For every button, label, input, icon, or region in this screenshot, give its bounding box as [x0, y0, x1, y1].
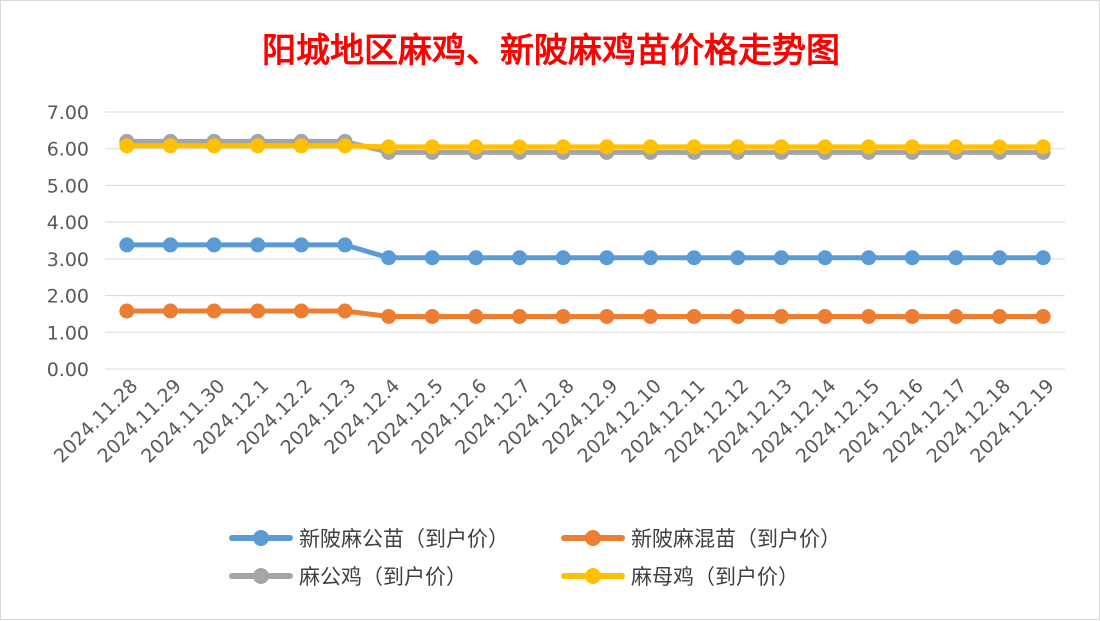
series-line-3: [124, 143, 1046, 150]
data-point: [206, 303, 222, 319]
data-point: [293, 303, 309, 319]
legend-label: 麻公鸡（到户价）: [299, 565, 467, 589]
legend-label: 新陂麻混苗（到户价）: [631, 527, 841, 551]
data-point: [992, 139, 1008, 155]
data-point: [381, 139, 397, 155]
series-line-0: [124, 242, 1046, 261]
data-point: [119, 303, 135, 319]
data-point: [468, 250, 484, 266]
legend-label: 麻母鸡（到户价）: [631, 565, 799, 589]
data-point: [250, 237, 266, 253]
data-point: [1035, 139, 1051, 155]
data-point: [337, 303, 353, 319]
data-point: [250, 138, 266, 154]
y-tick-label: 1.00: [47, 322, 89, 344]
data-point: [468, 308, 484, 324]
data-point: [992, 308, 1008, 324]
data-point: [861, 250, 877, 266]
data-point: [730, 139, 746, 155]
data-point: [424, 308, 440, 324]
data-point: [293, 138, 309, 154]
legend-item: 新陂麻公苗（到户价）: [229, 521, 509, 555]
data-point: [119, 237, 135, 253]
data-point: [992, 250, 1008, 266]
data-point: [512, 139, 528, 155]
data-point: [773, 308, 789, 324]
data-point: [686, 308, 702, 324]
y-tick-label: 5.00: [47, 175, 89, 197]
data-point: [817, 308, 833, 324]
data-point: [730, 250, 746, 266]
data-point: [599, 308, 615, 324]
data-point: [599, 250, 615, 266]
series-line-1: [124, 308, 1046, 319]
legend-marker: [561, 530, 625, 546]
data-point: [642, 308, 658, 324]
data-point: [162, 138, 178, 154]
data-point: [512, 250, 528, 266]
data-point: [424, 250, 440, 266]
data-point: [1035, 250, 1051, 266]
y-tick-label: 0.00: [47, 359, 89, 381]
data-point: [773, 139, 789, 155]
data-point: [948, 308, 964, 324]
data-point: [861, 308, 877, 324]
data-point: [773, 250, 789, 266]
data-point: [904, 250, 920, 266]
data-point: [206, 237, 222, 253]
legend: 新陂麻公苗（到户价） 新陂麻混苗（到户价） 麻公鸡（到户价） 麻母鸡（到户价）: [1, 519, 1100, 599]
data-point: [381, 308, 397, 324]
data-point: [119, 138, 135, 154]
legend-label: 新陂麻公苗（到户价）: [299, 527, 509, 551]
y-tick-label: 4.00: [47, 212, 89, 234]
legend-item: 麻母鸡（到户价）: [561, 559, 799, 593]
y-tick-label: 2.00: [47, 286, 89, 308]
data-point: [642, 250, 658, 266]
data-point: [861, 139, 877, 155]
data-point: [162, 303, 178, 319]
data-point: [904, 139, 920, 155]
data-point: [686, 250, 702, 266]
data-point: [424, 139, 440, 155]
data-point: [904, 308, 920, 324]
legend-item: 新陂麻混苗（到户价）: [561, 521, 841, 555]
series-line-2: [124, 138, 1046, 155]
data-point: [337, 138, 353, 154]
data-point: [555, 250, 571, 266]
data-point: [686, 139, 702, 155]
data-point: [162, 237, 178, 253]
chart-title: 阳城地区麻鸡、新陂麻鸡苗价格走势图: [262, 31, 840, 71]
data-point: [948, 139, 964, 155]
y-tick-label: 7.00: [47, 102, 89, 124]
data-point: [512, 308, 528, 324]
data-point: [468, 139, 484, 155]
data-point: [555, 139, 571, 155]
data-point: [599, 139, 615, 155]
data-point: [250, 303, 266, 319]
data-point: [337, 237, 353, 253]
data-point: [1035, 308, 1051, 324]
data-point: [381, 250, 397, 266]
legend-marker: [229, 530, 293, 546]
data-point: [948, 250, 964, 266]
data-point: [555, 308, 571, 324]
data-point: [206, 138, 222, 154]
legend-marker: [561, 568, 625, 584]
y-tick-label: 3.00: [47, 249, 89, 271]
data-point: [817, 250, 833, 266]
y-tick-label: 6.00: [47, 139, 89, 161]
data-point: [293, 237, 309, 253]
legend-item: 麻公鸡（到户价）: [229, 559, 467, 593]
data-point: [642, 139, 658, 155]
data-point: [730, 308, 746, 324]
legend-marker: [229, 568, 293, 584]
data-point: [817, 139, 833, 155]
